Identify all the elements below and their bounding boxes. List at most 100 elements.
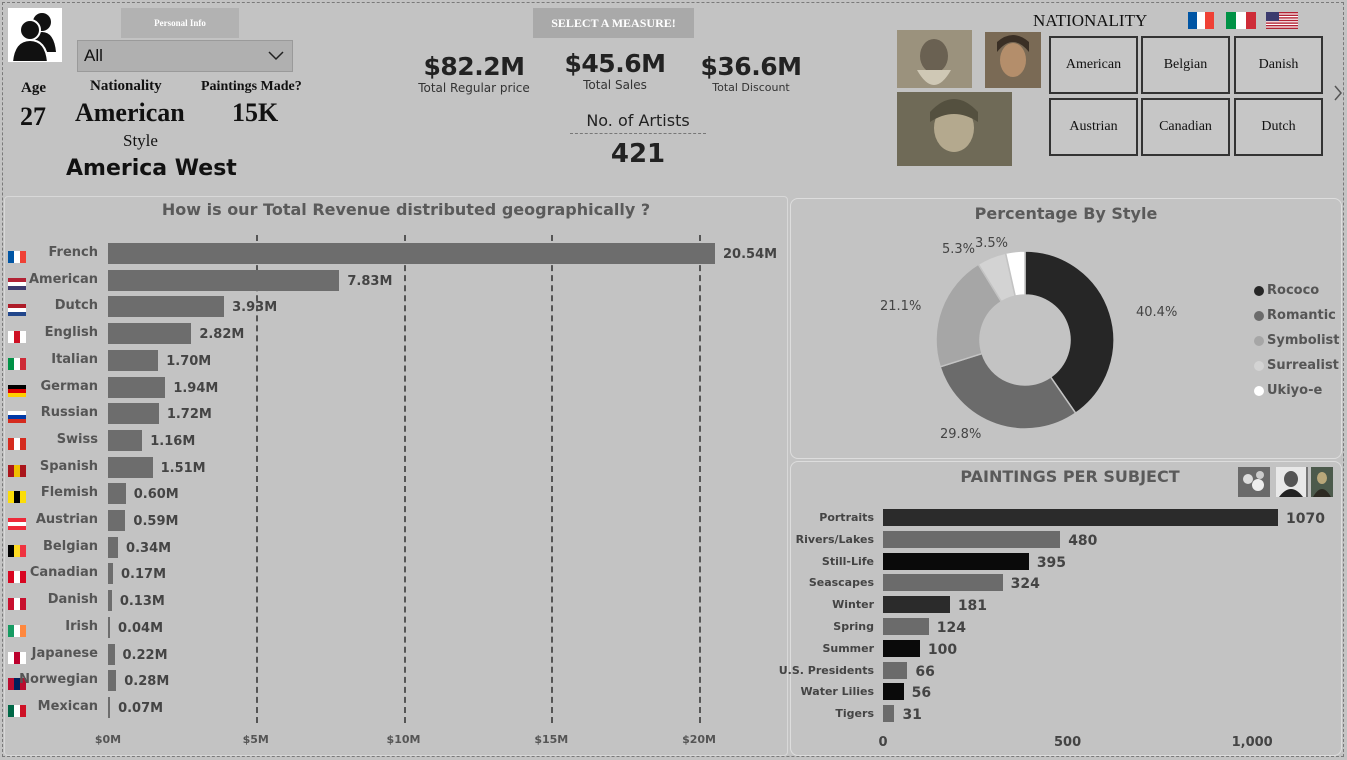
france-flag-icon: [1188, 12, 1214, 29]
artists-value: 421: [610, 139, 666, 169]
geo-bar[interactable]: [108, 376, 166, 398]
nationality-button-american[interactable]: American: [1049, 36, 1138, 94]
american-flag-icon: [8, 275, 26, 290]
style-value: America West: [66, 156, 237, 181]
subject-bar[interactable]: [883, 705, 895, 723]
personal-info-button[interactable]: Personal Info: [121, 8, 239, 38]
subject-bar[interactable]: [883, 530, 1061, 548]
subject-bar[interactable]: [883, 661, 908, 679]
subject-category-label: Seascapes: [808, 576, 874, 590]
subject-category-label: Tigers: [835, 707, 874, 721]
geo-bar[interactable]: [108, 616, 110, 638]
subject-bar[interactable]: [883, 639, 920, 657]
legend-item-rococo[interactable]: Rococo: [1254, 283, 1319, 298]
legend-dot-icon: [1254, 360, 1264, 371]
style-donut-chart: [935, 250, 1115, 430]
portrait-image: [985, 32, 1041, 88]
nationality-button-danish[interactable]: Danish: [1234, 36, 1323, 94]
pie-value-label: 40.4%: [1136, 305, 1178, 320]
danish-flag-icon: [8, 595, 26, 611]
age-value: 27: [20, 102, 46, 131]
geo-bar[interactable]: [108, 456, 153, 478]
chevron-right-icon[interactable]: [1333, 85, 1343, 105]
subject-chart-title: PAINTINGS PER SUBJECT: [960, 467, 1180, 486]
kpi-total-regular-price: $82.2M Total Regular price: [418, 52, 530, 95]
subject-value-label: 66: [915, 663, 935, 680]
legend-item-surrealist[interactable]: Surrealist: [1254, 358, 1339, 373]
norwegian-flag-icon: [8, 675, 26, 691]
geo-bar[interactable]: [108, 510, 126, 531]
pie-slice-rococo[interactable]: [1024, 250, 1115, 415]
subject-bar[interactable]: [883, 596, 950, 614]
geo-bar[interactable]: [108, 429, 143, 451]
dropdown-value: All: [84, 46, 103, 65]
geo-value-label: 0.60M: [133, 487, 179, 503]
nationality-value: American: [75, 98, 185, 127]
subject-bar[interactable]: [883, 552, 1029, 570]
geo-value-label: 20.54M: [723, 247, 778, 262]
geo-bar[interactable]: [108, 643, 115, 665]
subject-value-label: 56: [911, 685, 932, 702]
legend-label: Symbolist: [1267, 333, 1340, 348]
subject-bar[interactable]: [883, 683, 904, 701]
geo-category-label: Danish: [47, 592, 98, 608]
subject-bar[interactable]: [883, 574, 1003, 592]
geo-category-label: Dutch: [54, 298, 98, 314]
pie-chart-title: Percentage By Style: [974, 204, 1158, 223]
geo-bar[interactable]: [108, 483, 126, 505]
subject-value-label: 100: [927, 641, 958, 658]
geo-bar[interactable]: [108, 243, 715, 264]
nationality-button-austrian[interactable]: Austrian: [1049, 98, 1138, 156]
painting-thumbnail: [1311, 467, 1333, 497]
geo-value-label: 1.70M: [166, 353, 212, 369]
artist-dropdown[interactable]: All: [77, 40, 293, 72]
geo-bar[interactable]: [108, 670, 117, 692]
geo-value-label: 1.51M: [160, 460, 206, 476]
geo-value-label: 0.04M: [118, 620, 164, 636]
geo-axis-tick: $10M: [386, 733, 421, 746]
subject-bar[interactable]: [883, 618, 929, 635]
legend-item-ukiyo-e[interactable]: Ukiyo-e: [1254, 383, 1322, 398]
pie-slice-romantic[interactable]: [939, 352, 1077, 430]
select-measure-button[interactable]: SELECT A MEASURE!: [533, 8, 694, 38]
subject-bar[interactable]: [883, 509, 1278, 526]
geo-bar[interactable]: [108, 590, 112, 612]
geo-bar[interactable]: [108, 323, 192, 345]
nationality-button-belgian[interactable]: Belgian: [1141, 36, 1230, 94]
belgian-flag-icon: [8, 542, 26, 557]
geo-bar[interactable]: [108, 349, 159, 371]
legend-dot-icon: [1254, 385, 1264, 396]
legend-label: Rococo: [1267, 283, 1320, 298]
geo-bar[interactable]: [108, 536, 119, 558]
geo-value-label: 0.59M: [133, 514, 179, 529]
pie-value-label: 3.5%: [975, 236, 1009, 251]
nationality-button-dutch[interactable]: Dutch: [1234, 98, 1323, 156]
geo-chart-title: How is our Total Revenue distributed geo…: [161, 200, 651, 219]
grid-line: [699, 235, 702, 723]
portrait-image: [897, 30, 972, 88]
geo-bar[interactable]: [108, 696, 111, 718]
kpi-total-sales: $45.6M Total Sales: [564, 49, 666, 92]
pie-value-label: 5.3%: [942, 242, 976, 257]
style-label: Style: [123, 131, 158, 150]
legend-label: Romantic: [1267, 308, 1336, 323]
geo-bar[interactable]: [108, 403, 159, 425]
geo-bar[interactable]: [108, 296, 225, 318]
legend-item-symbolist[interactable]: Symbolist: [1254, 333, 1339, 348]
italian-flag-icon: [8, 355, 26, 370]
geo-axis-tick: $15M: [534, 733, 569, 746]
nationality-button-canadian[interactable]: Canadian: [1141, 98, 1230, 156]
users-icon: [8, 8, 62, 63]
pie-slice-ukiyo-e[interactable]: [1004, 250, 1026, 297]
painting-thumbnail: [1276, 467, 1308, 497]
geo-value-label: 1.16M: [150, 433, 196, 449]
geo-value-label: 1.94M: [173, 380, 219, 396]
french-flag-icon: [8, 248, 26, 263]
legend-dot-icon: [1254, 335, 1264, 346]
geo-bar[interactable]: [108, 269, 340, 291]
artists-label: No. of Artists: [570, 111, 706, 134]
geo-bar[interactable]: [108, 563, 114, 585]
geo-category-label: German: [40, 378, 98, 394]
legend-item-romantic[interactable]: Romantic: [1254, 308, 1336, 323]
